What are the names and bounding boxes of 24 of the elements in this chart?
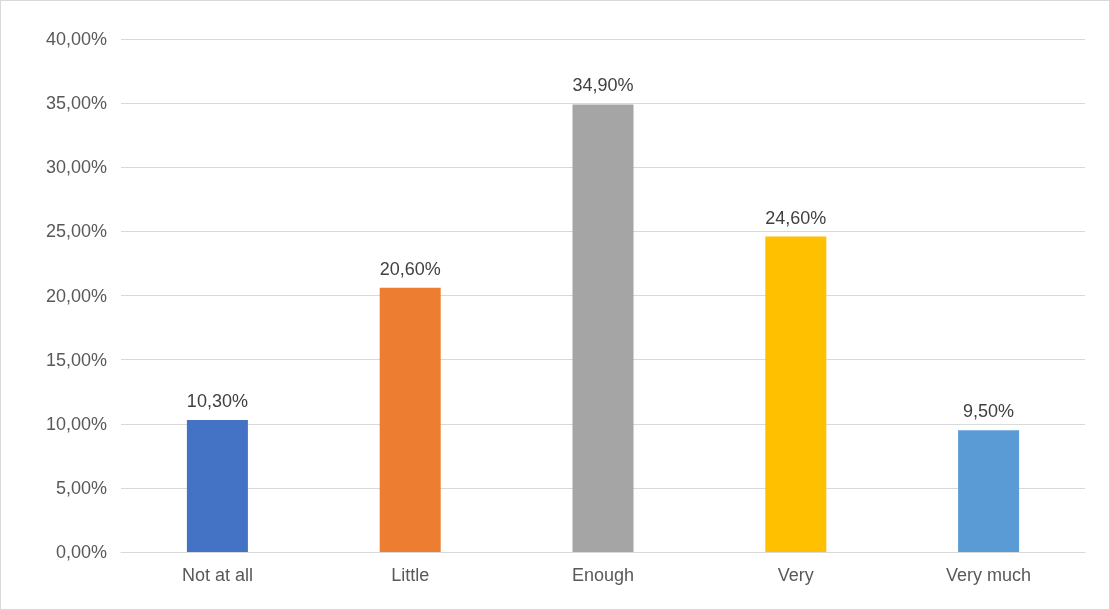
bar: [958, 430, 1020, 552]
bar: [572, 104, 634, 552]
y-tick-label: 25,00%: [45, 221, 107, 242]
y-tick-label: 10,00%: [45, 413, 107, 434]
y-tick-label: 30,00%: [45, 157, 107, 178]
y-tick-label: 20,00%: [45, 285, 107, 306]
y-tick-label: 5,00%: [55, 477, 107, 498]
data-label: 24,60%: [765, 207, 827, 228]
data-label: 9,50%: [963, 401, 1015, 422]
bar: [379, 287, 441, 552]
data-label: 10,30%: [186, 390, 248, 411]
data-label: 34,90%: [572, 75, 634, 96]
x-tick-label: Enough: [571, 565, 635, 585]
x-tick-label: Very: [777, 565, 814, 585]
data-label: 20,60%: [379, 258, 441, 279]
x-tick-label: Very much: [946, 565, 1032, 585]
y-tick-label: 15,00%: [45, 349, 107, 370]
bar: [765, 236, 827, 552]
x-tick-label: Little: [391, 565, 430, 585]
bar: [186, 419, 248, 552]
y-tick-label: 40,00%: [45, 29, 107, 49]
x-tick-label: Not at all: [181, 565, 253, 585]
y-tick-label: 35,00%: [45, 93, 107, 114]
y-tick-label: 0,00%: [55, 542, 107, 562]
